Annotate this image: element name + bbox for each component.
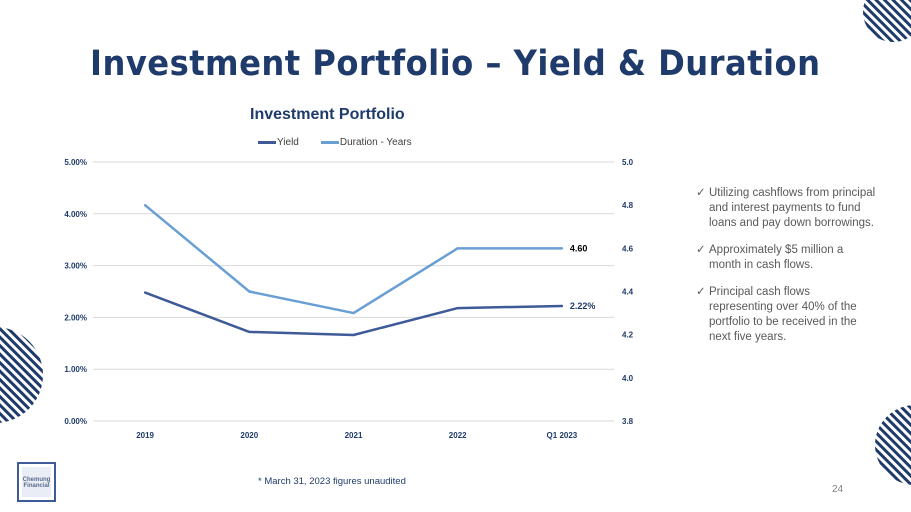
- decorative-circle-top-right: [863, 0, 911, 42]
- data-point: [248, 330, 251, 334]
- footnote: * March 31, 2023 figures unaudited: [258, 476, 406, 487]
- x-axis-tick-label: Q1 2023: [547, 431, 578, 440]
- legend-label-yield: Yield: [277, 137, 299, 148]
- data-point: [143, 203, 147, 207]
- bullet-item: ✓ Approximately $5 million a month in cas…: [696, 243, 876, 273]
- data-point: [456, 306, 459, 310]
- x-axis-tick-label: 2019: [136, 431, 154, 440]
- right-axis-tick-label: 4.6: [622, 244, 634, 253]
- left-axis-tick-label: 3.00%: [64, 262, 87, 271]
- bullet-text: Utilizing cashflows from principal and i…: [709, 187, 876, 229]
- checkmark-icon: ✓: [696, 244, 706, 256]
- data-point: [560, 247, 564, 250]
- chart-title: Investment Portfolio: [250, 106, 405, 123]
- left-axis-tick-label: 1.00%: [64, 365, 87, 374]
- bullet-item: ✓ Utilizing cashflows from principal and …: [696, 186, 876, 231]
- checkmark-icon: ✓: [696, 187, 706, 199]
- company-logo: Chemung Financial: [17, 462, 56, 502]
- data-point: [352, 311, 355, 315]
- data-point: [248, 290, 251, 293]
- bullet-list: ✓ Utilizing cashflows from principal and …: [696, 186, 876, 357]
- bullet-item: ✓ Principal cash flows representing over …: [696, 285, 876, 345]
- data-label: 2.22%: [570, 301, 596, 311]
- left-axis-tick-label: 5.00%: [64, 158, 87, 167]
- page-number: 24: [832, 484, 844, 495]
- right-axis-tick-label: 4.2: [622, 331, 634, 340]
- right-axis-tick-label: 4.8: [622, 201, 634, 210]
- bullet-text: Approximately $5 million a month in cash…: [709, 244, 844, 271]
- left-axis-tick-label: 4.00%: [64, 210, 87, 219]
- chart-legend: Yield Duration - Years: [258, 137, 412, 148]
- slide-title: Investment Portfolio – Yield & Duration: [90, 44, 821, 84]
- left-axis-tick-label: 2.00%: [64, 313, 87, 322]
- x-axis-tick-label: 2021: [345, 431, 363, 440]
- right-axis-tick-label: 5.0: [622, 158, 634, 167]
- decorative-circle-left: [0, 327, 43, 423]
- data-point: [560, 304, 564, 308]
- data-point: [143, 291, 147, 294]
- legend-item-yield: Yield: [258, 137, 299, 148]
- data-point: [456, 247, 459, 250]
- data-label: 4.60: [570, 243, 588, 253]
- series-line-duration: [144, 204, 562, 315]
- legend-item-duration: Duration - Years: [320, 137, 412, 148]
- x-axis-tick-label: 2020: [240, 431, 258, 440]
- decorative-circle-bottom-right: [875, 405, 911, 485]
- bullet-text: Principal cash flows representing over 4…: [709, 286, 857, 343]
- right-axis-tick-label: 4.0: [622, 374, 634, 383]
- data-point: [352, 333, 355, 337]
- legend-label-duration: Duration - Years: [339, 137, 412, 148]
- checkmark-icon: ✓: [696, 286, 706, 298]
- right-axis-tick-label: 3.8: [622, 417, 634, 426]
- x-axis-tick-label: 2022: [449, 431, 467, 440]
- left-axis-tick-label: 0.00%: [64, 417, 87, 426]
- right-axis-tick-label: 4.4: [622, 288, 634, 297]
